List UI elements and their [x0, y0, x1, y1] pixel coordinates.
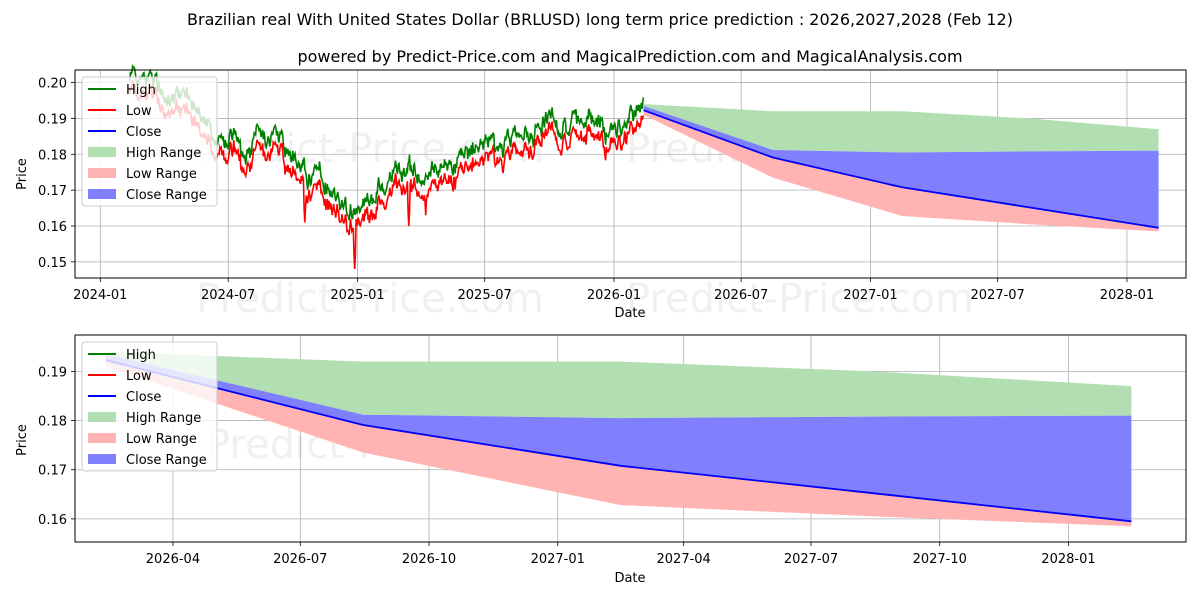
top-plot-frame [74, 69, 1187, 279]
close-line [105, 359, 1132, 523]
legend-label: Close Range [126, 188, 207, 203]
x-tick-label: 2026-07 [714, 288, 768, 303]
y-tick-label: 0.18 [38, 415, 67, 430]
x-tick-label: 2026-07 [273, 552, 327, 567]
bottom-range-areas [105, 351, 1132, 527]
x-tick-label: 2027-07 [784, 552, 838, 567]
legend-label: Low Range [126, 167, 197, 182]
top-y-axis-label: Price [15, 158, 30, 190]
legend-patch-swatch [88, 147, 116, 157]
bottom-series-lines [105, 359, 1132, 523]
x-tick-label: 2024-01 [73, 288, 127, 303]
y-tick-label: 0.16 [38, 513, 67, 528]
x-tick-label: 2027-04 [657, 552, 711, 567]
legend-label: Close Range [126, 453, 207, 468]
legend-label: High [126, 83, 156, 98]
top-chart-panel: Predict-Price.com Predict-Price.com Pred… [15, 63, 1187, 322]
legend-patch-swatch [88, 412, 116, 422]
y-tick-label: 0.18 [38, 148, 67, 163]
top-watermark-3: Predict-Price.com [196, 276, 544, 322]
x-tick-label: 2026-04 [146, 552, 200, 567]
legend-patch-swatch [88, 433, 116, 443]
x-tick-label: 2026-01 [587, 288, 641, 303]
y-tick-label: 0.15 [38, 256, 67, 271]
legend-patch-swatch [88, 189, 116, 199]
chart-subtitle: powered by Predict-Price.com and Magical… [297, 47, 962, 66]
x-tick-label: 2024-07 [201, 288, 255, 303]
close-range-area [643, 105, 1159, 228]
legend-label: High [126, 348, 156, 363]
top-watermark-4: Predict-Price.com [626, 276, 974, 322]
chart-title: Brazilian real With United States Dollar… [187, 10, 1013, 29]
x-tick-label: 2025-01 [330, 288, 384, 303]
bottom-chart-panel: Predict-Price.com Predict-Price.com 2026… [15, 334, 1187, 586]
legend-label: Close [126, 125, 161, 140]
x-tick-label: 2028-01 [1100, 288, 1154, 303]
top-axis-ticks: 2024-01 2024-07 2025-01 2025-07 2026-01 2026-… [38, 77, 1154, 303]
bottom-axis-ticks: 2026-04 2026-07 2026-10 2027-01 2027-04 2027-… [38, 365, 1096, 567]
bottom-y-axis-label: Price [15, 424, 30, 456]
x-tick-label: 2025-07 [458, 288, 512, 303]
legend-label: Low Range [126, 432, 197, 447]
bottom-x-axis-label: Date [614, 571, 645, 586]
top-range-areas [643, 104, 1159, 232]
bottom-legend: High Low Close High Range Low Range Close Ran… [81, 341, 218, 472]
y-tick-label: 0.19 [38, 112, 67, 127]
y-tick-label: 0.17 [38, 184, 67, 199]
high-range-area [105, 351, 1132, 419]
x-tick-label: 2027-07 [971, 288, 1025, 303]
legend-label: High Range [126, 146, 201, 161]
x-tick-label: 2027-01 [531, 552, 585, 567]
top-legend: High Low Close High Range Low Range Close Ran… [81, 76, 218, 207]
y-tick-label: 0.20 [38, 77, 67, 92]
legend-label: High Range [126, 411, 201, 426]
x-tick-label: 2027-01 [843, 288, 897, 303]
high-range-area [643, 104, 1159, 153]
legend-label: Low [126, 104, 152, 119]
legend-label: Close [126, 390, 161, 405]
close-line [643, 109, 1159, 229]
y-tick-label: 0.17 [38, 464, 67, 479]
y-tick-label: 0.19 [38, 365, 67, 380]
low-range-area [643, 111, 1159, 232]
legend-label: Low [126, 369, 152, 384]
x-tick-label: 2028-01 [1041, 552, 1095, 567]
top-x-axis-label: Date [614, 306, 645, 321]
low-range-area [105, 361, 1132, 527]
x-tick-label: 2027-10 [913, 552, 967, 567]
legend-patch-swatch [88, 454, 116, 464]
y-tick-label: 0.16 [38, 220, 67, 235]
bottom-plot-frame [74, 334, 1187, 543]
x-tick-label: 2026-10 [402, 552, 456, 567]
close-range-area [105, 354, 1132, 522]
legend-patch-swatch [88, 168, 116, 178]
